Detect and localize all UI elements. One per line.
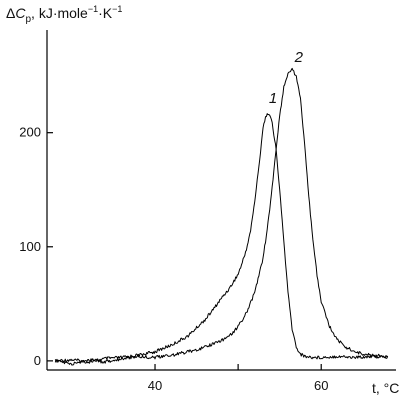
- y-tick-label: 100: [19, 239, 41, 254]
- ticks: 0 100 200 40 60: [19, 125, 328, 393]
- series-layer: [54, 67, 389, 366]
- x-tick-label: 40: [148, 378, 162, 393]
- series-line-2: [54, 67, 389, 366]
- axes: [46, 30, 396, 371]
- y-tick-label: 200: [19, 125, 41, 140]
- y-tick-label: 0: [34, 353, 41, 368]
- series-line-1: [54, 113, 389, 364]
- y-axis-title: ΔCp, kJ·mole−1·K−1: [6, 4, 122, 25]
- series-label-1: 1: [269, 90, 277, 107]
- labels: 12: [269, 49, 304, 107]
- x-tick-label: 60: [314, 378, 328, 393]
- series-label-2: 2: [294, 49, 304, 66]
- x-axis-title: t, °C: [372, 380, 399, 396]
